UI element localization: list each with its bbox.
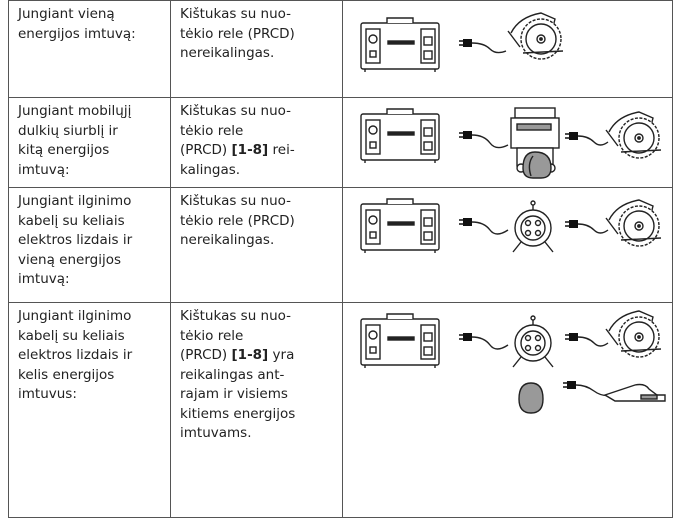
text-segment: yra	[268, 347, 295, 363]
text-line: Kištukas su nuo-	[180, 193, 292, 209]
text-line: imtuvą:	[18, 161, 70, 178]
text-line: (PRCD) [1-8] rei-	[180, 141, 334, 161]
text-line: nereikalingas.	[180, 45, 275, 61]
illustration	[360, 107, 662, 179]
text-line: Jungiant mobilųjį	[18, 103, 132, 119]
text-segment: (PRCD)	[180, 142, 232, 158]
text-line: kabelį su keliais	[18, 327, 125, 344]
text-line: kitą energijos	[18, 142, 110, 158]
text-line: energijos imtuvą:	[18, 25, 136, 42]
text-line: imtuvus:	[18, 386, 77, 402]
text-line: reikalingas ant-	[180, 366, 285, 383]
text-line: tėkio rele	[180, 122, 244, 139]
condition-cell: Jungiant mobilųjį dulkių siurblį ir kitą e…	[8, 97, 171, 188]
text-line: Jungiant ilginimo	[18, 193, 132, 209]
bold-reference: [1-8]	[231, 142, 269, 158]
text-line: kabelį su keliais	[18, 212, 125, 229]
connection-table: Jungiant vieną energijos imtuvą: Kištukas…	[8, 0, 673, 518]
text-line: (PRCD) [1-8] yra	[180, 346, 334, 366]
text-line: elektros lizdais ir	[18, 232, 133, 248]
illustration	[360, 198, 662, 254]
requirement-cell: Kištukas su nuo-tėkio rele (PRCD) nereika…	[170, 187, 343, 303]
text-segment: (PRCD)	[180, 347, 232, 363]
text-line: tėkio rele (PRCD)	[180, 212, 295, 229]
condition-cell: Jungiant ilginimo kabelį su keliais elektr…	[8, 302, 171, 518]
illustration	[360, 310, 666, 414]
requirement-cell: Kištukas su nuo-tėkio rele (PRCD) [1-8] y…	[170, 302, 343, 518]
condition-cell: Jungiant ilginimo kabelį su keliais elektr…	[8, 187, 171, 303]
illustration-cell	[342, 97, 673, 188]
text-line: Jungiant ilginimo	[18, 308, 132, 324]
row: Jungiant ilginimo kabelį su keliais elektr…	[8, 187, 673, 303]
condition-cell: Jungiant vieną energijos imtuvą:	[8, 0, 171, 98]
requirement-cell: Kištukas su nuo-tėkio rele (PRCD) nereika…	[170, 0, 343, 98]
text-line: Kištukas su nuo-	[180, 6, 292, 22]
text-line: Kištukas su nuo-	[180, 308, 292, 324]
illustration-cell	[342, 302, 673, 518]
row: Jungiant ilginimo kabelį su keliais elektr…	[8, 302, 673, 518]
illustration	[360, 12, 564, 73]
text-line: tėkio rele	[180, 327, 244, 344]
text-line: kelis energijos	[18, 366, 115, 383]
text-line: kalingas.	[180, 161, 241, 178]
bold-reference: [1-8]	[231, 347, 269, 363]
text-segment: rei-	[268, 142, 295, 158]
illustration-cell	[342, 187, 673, 303]
text-line: kitiems energijos	[180, 405, 296, 422]
text-line: rajam ir visiems	[180, 386, 288, 402]
illustration-cell	[342, 0, 673, 98]
text-line: dulkių siurblį ir	[18, 122, 118, 139]
text-line: imtuvams.	[180, 425, 252, 441]
text-line: nereikalingas.	[180, 232, 275, 248]
text-line: Jungiant vieną	[18, 6, 115, 22]
text-line: elektros lizdais ir	[18, 347, 133, 363]
text-line: imtuvą:	[18, 271, 70, 287]
text-line: vieną energijos	[18, 251, 122, 268]
requirement-cell: Kištukas su nuo-tėkio rele (PRCD) [1-8] r…	[170, 97, 343, 188]
row: Jungiant mobilųjį dulkių siurblį ir kitą e…	[8, 97, 673, 188]
text-line: Kištukas su nuo-	[180, 103, 292, 119]
text-line: tėkio rele (PRCD)	[180, 25, 295, 42]
row: Jungiant vieną energijos imtuvą: Kištukas…	[8, 0, 673, 98]
